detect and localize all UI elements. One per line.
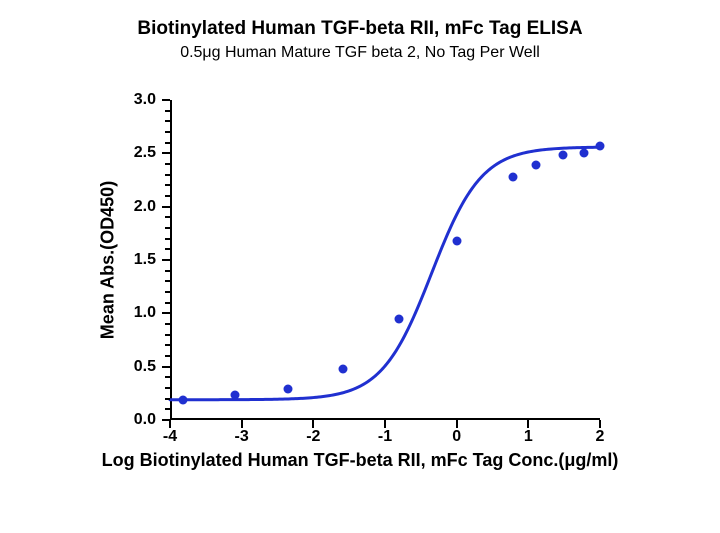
x-axis-label: Log Biotinylated Human TGF-beta RII, mFc… — [0, 450, 720, 471]
y-minor-tick — [165, 110, 170, 112]
x-tick — [241, 420, 243, 428]
y-minor-tick — [165, 142, 170, 144]
x-tick-label: -3 — [235, 428, 249, 446]
y-minor-tick — [165, 302, 170, 304]
x-tick — [599, 420, 601, 428]
y-minor-tick — [165, 334, 170, 336]
y-tick — [162, 206, 170, 208]
chart-subtitle: 0.5μg Human Mature TGF beta 2, No Tag Pe… — [0, 44, 720, 62]
chart-title: Biotinylated Human TGF-beta RII, mFc Tag… — [0, 18, 720, 40]
y-minor-tick — [165, 344, 170, 346]
x-tick-label: 0 — [452, 428, 461, 446]
data-point — [508, 172, 517, 181]
y-minor-tick — [165, 398, 170, 400]
y-tick-label: 2.5 — [134, 144, 156, 162]
y-axis-label: Mean Abs.(OD450) — [98, 181, 119, 339]
y-minor-tick — [165, 376, 170, 378]
data-point — [178, 395, 187, 404]
y-minor-tick — [165, 355, 170, 357]
y-tick-label: 2.0 — [134, 198, 156, 216]
x-tick — [169, 420, 171, 428]
x-tick-label: -1 — [378, 428, 392, 446]
data-point — [339, 364, 348, 373]
y-minor-tick — [165, 387, 170, 389]
y-tick-label: 1.5 — [134, 251, 156, 269]
y-tick — [162, 419, 170, 421]
y-minor-tick — [165, 280, 170, 282]
y-minor-tick — [165, 291, 170, 293]
elisa-chart: Biotinylated Human TGF-beta RII, mFc Tag… — [0, 0, 720, 533]
y-tick-label: 3.0 — [134, 91, 156, 109]
y-minor-tick — [165, 270, 170, 272]
y-tick-label: 0.0 — [134, 411, 156, 429]
data-point — [452, 236, 461, 245]
y-minor-tick — [165, 184, 170, 186]
y-minor-tick — [165, 238, 170, 240]
y-tick-label: 0.5 — [134, 358, 156, 376]
plot-area: -4-3-2-10120.00.51.01.52.02.53.0 — [170, 100, 600, 420]
y-minor-tick — [165, 216, 170, 218]
y-minor-tick — [165, 248, 170, 250]
x-tick-label: 2 — [596, 428, 605, 446]
y-minor-tick — [165, 408, 170, 410]
data-point — [284, 385, 293, 394]
data-point — [596, 141, 605, 150]
y-tick — [162, 312, 170, 314]
curve-svg — [170, 100, 600, 420]
y-minor-tick — [165, 174, 170, 176]
data-point — [531, 161, 540, 170]
y-minor-tick — [165, 323, 170, 325]
x-tick — [312, 420, 314, 428]
y-minor-tick — [165, 163, 170, 165]
y-minor-tick — [165, 195, 170, 197]
x-tick — [527, 420, 529, 428]
data-point — [395, 314, 404, 323]
y-minor-tick — [165, 227, 170, 229]
data-point — [580, 149, 589, 158]
data-point — [558, 151, 567, 160]
y-tick — [162, 366, 170, 368]
x-tick — [456, 420, 458, 428]
x-tick-label: -4 — [163, 428, 177, 446]
y-tick — [162, 259, 170, 261]
y-minor-tick — [165, 131, 170, 133]
x-tick-label: -2 — [306, 428, 320, 446]
y-minor-tick — [165, 120, 170, 122]
x-tick-label: 1 — [524, 428, 533, 446]
y-tick — [162, 99, 170, 101]
y-tick-label: 1.0 — [134, 304, 156, 322]
x-tick — [384, 420, 386, 428]
data-point — [230, 391, 239, 400]
y-tick — [162, 152, 170, 154]
